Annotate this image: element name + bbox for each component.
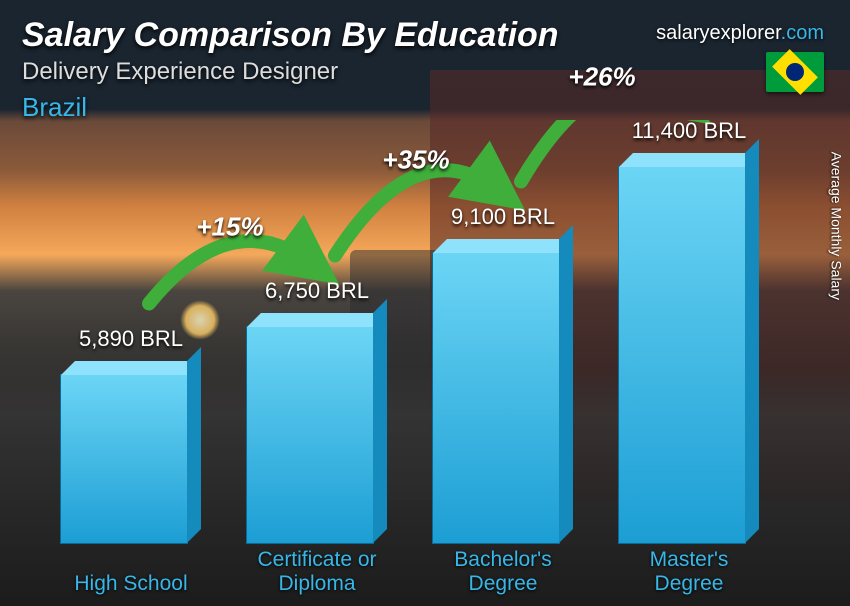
increase-pct: +35%: [382, 144, 449, 175]
flag-icon: [766, 52, 824, 92]
bar-category: Certificate orDiploma: [217, 548, 417, 596]
bar-value: 6,750 BRL: [217, 278, 417, 304]
infographic-canvas: Salary Comparison By Education Delivery …: [0, 0, 850, 606]
increase-pct: +15%: [196, 212, 263, 243]
bar-value: 11,400 BRL: [589, 118, 789, 144]
y-axis-label: Average Monthly Salary: [828, 152, 844, 300]
job-title: Delivery Experience Designer: [22, 58, 338, 86]
brand-domain: .com: [781, 22, 824, 44]
bar-category: High School: [31, 572, 231, 596]
bar: [60, 374, 188, 544]
bar-chart: 5,890 BRLHigh School6,750 BRLCertificate…: [42, 120, 790, 544]
bar-value: 9,100 BRL: [403, 204, 603, 230]
bar: [618, 166, 746, 544]
bar: [246, 326, 374, 544]
brand-name: salaryexplorer: [656, 22, 781, 44]
bar-category: Bachelor'sDegree: [403, 548, 603, 596]
increase-pct: +26%: [568, 61, 635, 92]
bar-category: Master'sDegree: [589, 548, 789, 596]
page-title: Salary Comparison By Education: [22, 16, 559, 55]
bar-value: 5,890 BRL: [31, 326, 231, 352]
country-label: Brazil: [22, 92, 87, 123]
bar: [432, 252, 560, 544]
brand-logo: salaryexplorer.com: [656, 22, 824, 45]
